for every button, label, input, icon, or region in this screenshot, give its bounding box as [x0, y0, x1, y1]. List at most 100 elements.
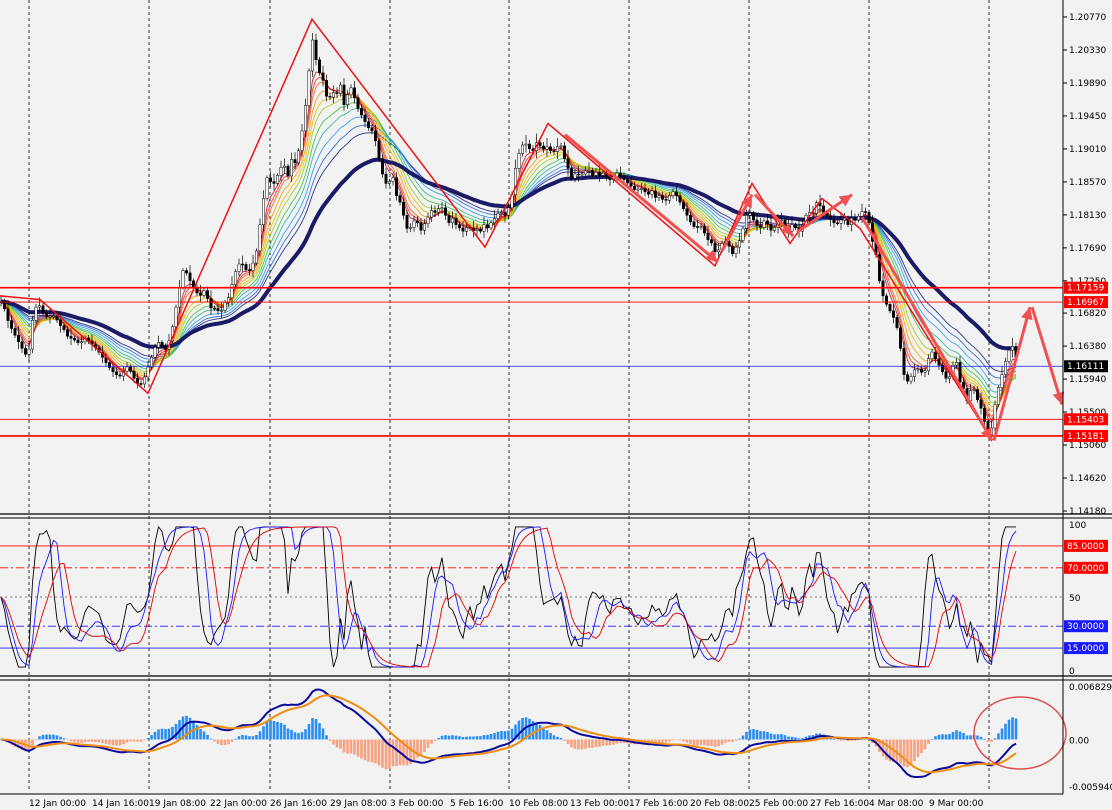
x-axis-tick-label: 5 Feb 16:00 — [450, 799, 504, 809]
macd-histogram-bar — [188, 717, 192, 740]
bear-candle — [622, 176, 626, 180]
macd-histogram-bar — [759, 731, 762, 740]
bear-candle — [318, 59, 321, 74]
bear-candle — [906, 374, 909, 382]
bull-candle — [251, 262, 255, 271]
bear-candle — [206, 290, 209, 299]
x-axis-tick-label: 29 Jan 08:00 — [330, 799, 387, 809]
trend-arrow-head — [704, 249, 718, 263]
macd-histogram-bar — [776, 734, 780, 740]
x-axis-tick-label: 13 Feb 00:00 — [570, 799, 629, 809]
macd-histogram-bar — [664, 739, 668, 743]
macd-histogram-bar — [867, 739, 871, 741]
bear-candle — [132, 370, 136, 379]
macd-histogram-bar — [153, 731, 157, 740]
bear-candle — [479, 229, 482, 232]
bear-candle — [664, 199, 668, 201]
bull-candle — [584, 170, 587, 175]
bull-candle — [349, 87, 353, 96]
macd-histogram-bar — [34, 739, 38, 741]
bear-candle — [570, 168, 573, 179]
macd-histogram-bar — [881, 739, 885, 757]
x-axis-tick-label: 9 Mar 00:00 — [929, 799, 984, 809]
macd-histogram-bar — [916, 739, 920, 757]
macd-histogram-bar — [66, 739, 69, 741]
bull-candle — [300, 130, 304, 151]
bull-candle — [262, 198, 265, 225]
macd-histogram-bar — [167, 728, 171, 740]
bull-candle — [178, 287, 181, 308]
macd-histogram-bar — [514, 724, 517, 740]
bear-candle — [10, 320, 13, 329]
macd-histogram-bar — [605, 739, 608, 746]
macd-histogram-bar — [216, 739, 220, 744]
macd-signal-line — [0, 694, 1017, 774]
macd-histogram-bar — [17, 739, 20, 749]
macd-histogram-bar — [993, 738, 997, 740]
bear-candle — [888, 304, 892, 312]
macd-histogram-bar — [927, 739, 930, 745]
macd-histogram-bar — [741, 735, 745, 740]
macd-histogram-bar — [132, 739, 136, 742]
macd-histogram-bar — [766, 731, 769, 740]
oscillator-level-badge — [1064, 642, 1108, 655]
bull-candle — [38, 305, 41, 308]
bear-candle — [115, 371, 118, 376]
macd-histogram-bar — [31, 739, 34, 746]
macd-histogram-bar — [97, 739, 101, 743]
macd-histogram-bar — [59, 736, 62, 740]
macd-histogram-bar — [682, 739, 685, 742]
macd-histogram-bar — [703, 739, 706, 746]
macd-histogram-bar — [444, 735, 447, 740]
bear-candle — [433, 210, 437, 213]
macd-tick-label: -0.0059406 — [1069, 783, 1112, 793]
bull-candle — [489, 222, 493, 229]
bear-candle — [244, 264, 248, 270]
trend-arrow — [992, 306, 1032, 441]
oscillator-level-badge — [1064, 561, 1108, 574]
macd-histogram-bar — [384, 739, 388, 770]
bear-candle — [706, 232, 710, 240]
macd-histogram-bar — [206, 734, 209, 740]
macd-histogram-bar — [339, 739, 342, 749]
bull-candle — [125, 366, 129, 372]
bull-candle — [482, 224, 486, 232]
oscillator-level-badge — [1064, 620, 1108, 633]
y-axis-tick-label: 1.15940 — [1069, 375, 1106, 385]
bear-candle — [542, 145, 545, 150]
macd-histogram-bar — [965, 735, 969, 740]
macd-histogram-bar — [279, 722, 283, 740]
bear-candle — [118, 374, 122, 377]
macd-histogram-bar — [843, 739, 846, 741]
bear-candle — [213, 307, 216, 310]
macd-histogram-bar — [402, 739, 405, 766]
macd-histogram-bar — [241, 734, 244, 740]
macd-histogram-bar — [808, 735, 811, 740]
bear-candle — [979, 399, 983, 409]
macd-histogram-bar — [300, 732, 304, 740]
macd-histogram-bar — [199, 728, 202, 740]
bear-candle — [293, 159, 297, 164]
bear-candle — [216, 308, 220, 312]
macd-histogram-bar — [286, 728, 290, 740]
bear-candle — [486, 224, 489, 229]
macd-histogram-bar — [307, 723, 311, 740]
macd-histogram-bar — [734, 739, 738, 741]
macd-histogram-bar — [895, 739, 899, 763]
macd-histogram-bar — [433, 739, 437, 741]
bull-candle — [465, 227, 468, 232]
macd-histogram-bar — [248, 736, 251, 740]
bull-candle — [412, 220, 416, 228]
macd-histogram-bar — [381, 739, 384, 768]
macd-histogram-bar — [769, 733, 773, 740]
macd-histogram-bar — [941, 734, 944, 740]
macd-histogram-bar — [822, 734, 825, 740]
bear-candle — [794, 224, 797, 229]
oscillator-tick-label: 100 — [1069, 521, 1086, 531]
macd-histogram-bar — [20, 739, 24, 750]
highlight-ellipse — [973, 696, 1067, 770]
bear-candle — [405, 215, 409, 229]
bull-candle — [391, 177, 395, 182]
